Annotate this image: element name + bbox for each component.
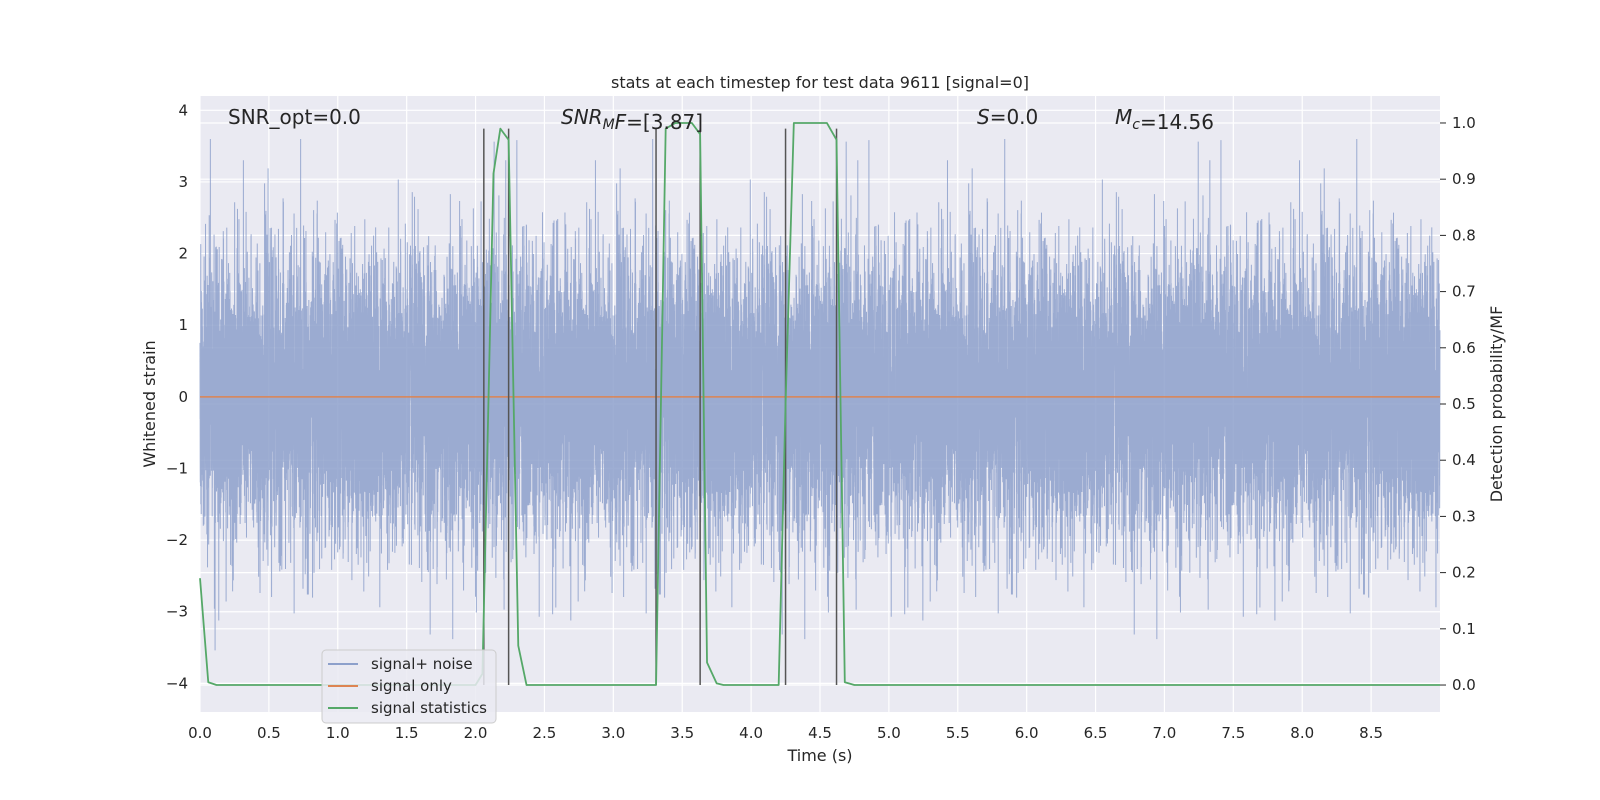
- annotation-snr-opt: SNR_opt=0.0: [228, 105, 361, 129]
- x-tick-label: 1.5: [395, 724, 419, 742]
- legend-frame: [321, 649, 497, 724]
- y-tick-label-right: 0.8: [1452, 226, 1476, 244]
- legend-label: signal only: [371, 677, 452, 695]
- y-tick-label-right: 0.0: [1452, 676, 1476, 694]
- x-tick-label: 5.5: [946, 724, 970, 742]
- x-tick-labels: 0.0 0.5 1.0 1.5 2.0 2.5 3.0 3.5 4.0 4.5 5.0 5.5 6.0 6…: [188, 724, 1383, 742]
- x-tick-label: 2.5: [533, 724, 557, 742]
- y-tick-labels-left: −4 −3 −2 −1 0 1 2 3 4: [166, 101, 188, 692]
- y-tick-label-right: 0.5: [1452, 395, 1476, 413]
- y-tick-label: 0: [178, 388, 188, 406]
- y-tick-label-right: 0.2: [1452, 564, 1476, 582]
- series-signal-statistics: [199, 122, 1440, 686]
- x-tick-label: 3.5: [670, 724, 694, 742]
- noise-line: [199, 138, 1441, 651]
- y-tick-label-right: 0.3: [1452, 507, 1476, 525]
- legend: signal+ noise signal only signal statistic…: [321, 649, 497, 724]
- y-tick-label: −3: [166, 603, 188, 621]
- x-tick-label: 0.5: [257, 724, 281, 742]
- x-axis-label: Time (s): [786, 746, 852, 765]
- y-tick-label: 2: [178, 245, 188, 263]
- y-tick-label-right: 0.7: [1452, 283, 1476, 301]
- x-tick-label: 5.0: [877, 724, 901, 742]
- y-tick-label: −4: [166, 674, 188, 692]
- y-tick-label: −2: [166, 531, 188, 549]
- annotation-mc-value: Mc=14.56: [1115, 105, 1214, 134]
- x-tick-label: 7.5: [1221, 724, 1245, 742]
- y-tick-label: 4: [178, 101, 188, 119]
- series-signal-noise: [199, 138, 1441, 651]
- y-tick-label-right: 0.6: [1452, 339, 1476, 357]
- annotation-s-value: S=0.0: [977, 105, 1038, 129]
- x-tick-label: 0.0: [188, 724, 212, 742]
- y-axis-label-right: Detection probability/MF: [1487, 306, 1506, 503]
- chart-title: stats at each timestep for test data 961…: [611, 73, 1029, 92]
- x-tick-label: 4.0: [739, 724, 763, 742]
- x-tick-label: 6.0: [1015, 724, 1039, 742]
- x-tick-label: 7.0: [1153, 724, 1177, 742]
- annotation-snr-mf: SNRMF=[3.87]: [561, 105, 703, 134]
- legend-label: signal statistics: [371, 699, 487, 717]
- y-tick-labels-right: 0.0 0.1 0.2 0.3 0.4 0.5 0.6 0.7 0.8 0.9 1.0: [1440, 114, 1476, 694]
- y-tick-label: 1: [178, 316, 188, 334]
- y-axis-label: Whitened strain: [140, 340, 159, 467]
- x-tick-label: 8.0: [1290, 724, 1314, 742]
- y-tick-label-right: 0.9: [1452, 170, 1476, 188]
- x-tick-label: 4.5: [808, 724, 832, 742]
- signal-statistics-line: [199, 122, 1440, 686]
- x-tick-label: 6.5: [1084, 724, 1108, 742]
- x-tick-label: 2.0: [464, 724, 488, 742]
- annotations: SNR_opt=0.0 SNRMF=[3.87] S=0.0 Mc=14.56: [228, 105, 1214, 134]
- y-tick-label-right: 0.4: [1452, 451, 1476, 469]
- y-tick-label-right: 1.0: [1452, 114, 1476, 132]
- x-tick-label: 8.5: [1359, 724, 1383, 742]
- y-tick-label: −1: [166, 459, 188, 477]
- y-tick-label-right: 0.1: [1452, 620, 1476, 638]
- x-tick-label: 3.0: [601, 724, 625, 742]
- x-tick-label: 1.0: [326, 724, 350, 742]
- legend-label: signal+ noise: [371, 655, 473, 673]
- y-tick-label: 3: [178, 173, 188, 191]
